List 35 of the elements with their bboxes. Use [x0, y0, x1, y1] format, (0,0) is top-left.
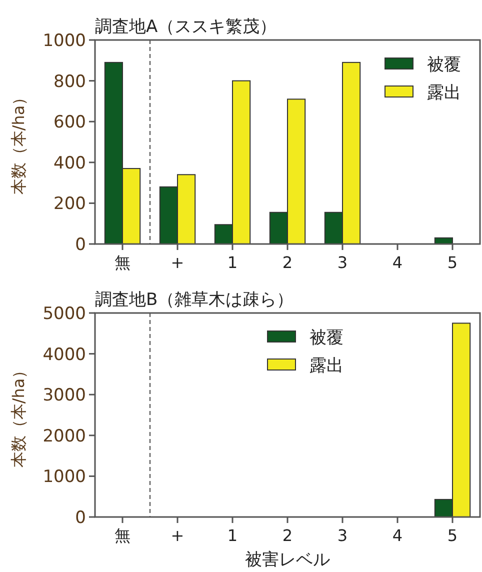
x-tick-label: 2 [282, 253, 293, 272]
y-tick-label: 2000 [42, 426, 86, 446]
y-tick-label: 200 [54, 194, 86, 214]
legend-label: 被覆 [310, 328, 344, 348]
x-tick-label: 1 [227, 253, 238, 272]
x-tick-label: 5 [447, 526, 458, 545]
x-tick-label: 3 [337, 526, 348, 545]
x-tick-label: 4 [392, 253, 403, 272]
y-tick-label: 0 [75, 235, 86, 255]
y-tick-label: 0 [75, 508, 86, 528]
legend-label: 被覆 [427, 55, 461, 75]
y-tick-label: 800 [54, 72, 86, 92]
y-tick-label: 400 [54, 153, 86, 174]
x-tick-label: 4 [392, 526, 403, 545]
y-tick-label: 600 [54, 112, 86, 133]
y-tick-label: 1000 [42, 31, 86, 51]
x-tick-label: + [170, 526, 184, 545]
y-tick-label: 4000 [42, 344, 86, 365]
x-tick-label: 5 [447, 253, 458, 272]
y-axis-title: 本数（本/ha） [9, 89, 28, 195]
x-tick-label: 3 [337, 253, 348, 272]
x-axis-title: 被害レベル [245, 550, 330, 570]
legend-label: 露出 [427, 83, 461, 103]
x-tick-label: 無 [114, 526, 130, 545]
x-tick-label: 無 [114, 253, 130, 272]
x-tick-label: + [170, 253, 184, 272]
chart-title: 調査地A（ススキ繁茂） [95, 17, 277, 37]
y-tick-label: 1000 [42, 467, 86, 488]
x-tick-label: 2 [282, 526, 293, 545]
y-axis-title: 本数（本/ha） [9, 362, 28, 468]
legend-label: 露出 [310, 356, 344, 376]
chart-title: 調査地B（雑草木は疎ら） [95, 290, 294, 310]
x-tick-label: 1 [227, 526, 238, 545]
y-tick-label: 3000 [42, 386, 86, 406]
y-tick-label: 5000 [42, 304, 86, 324]
